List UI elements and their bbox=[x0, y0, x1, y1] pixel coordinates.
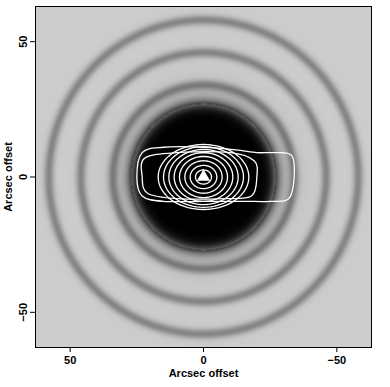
svg-text:0: 0 bbox=[17, 174, 29, 180]
svg-text:Arcsec offset: Arcsec offset bbox=[2, 142, 14, 212]
svg-text:Arcsec offset: Arcsec offset bbox=[169, 367, 239, 379]
svg-text:0: 0 bbox=[200, 354, 206, 366]
svg-text:50: 50 bbox=[64, 354, 76, 366]
svg-text:50: 50 bbox=[17, 36, 29, 48]
svg-text:−50: −50 bbox=[17, 303, 29, 322]
svg-text:−50: −50 bbox=[327, 354, 346, 366]
